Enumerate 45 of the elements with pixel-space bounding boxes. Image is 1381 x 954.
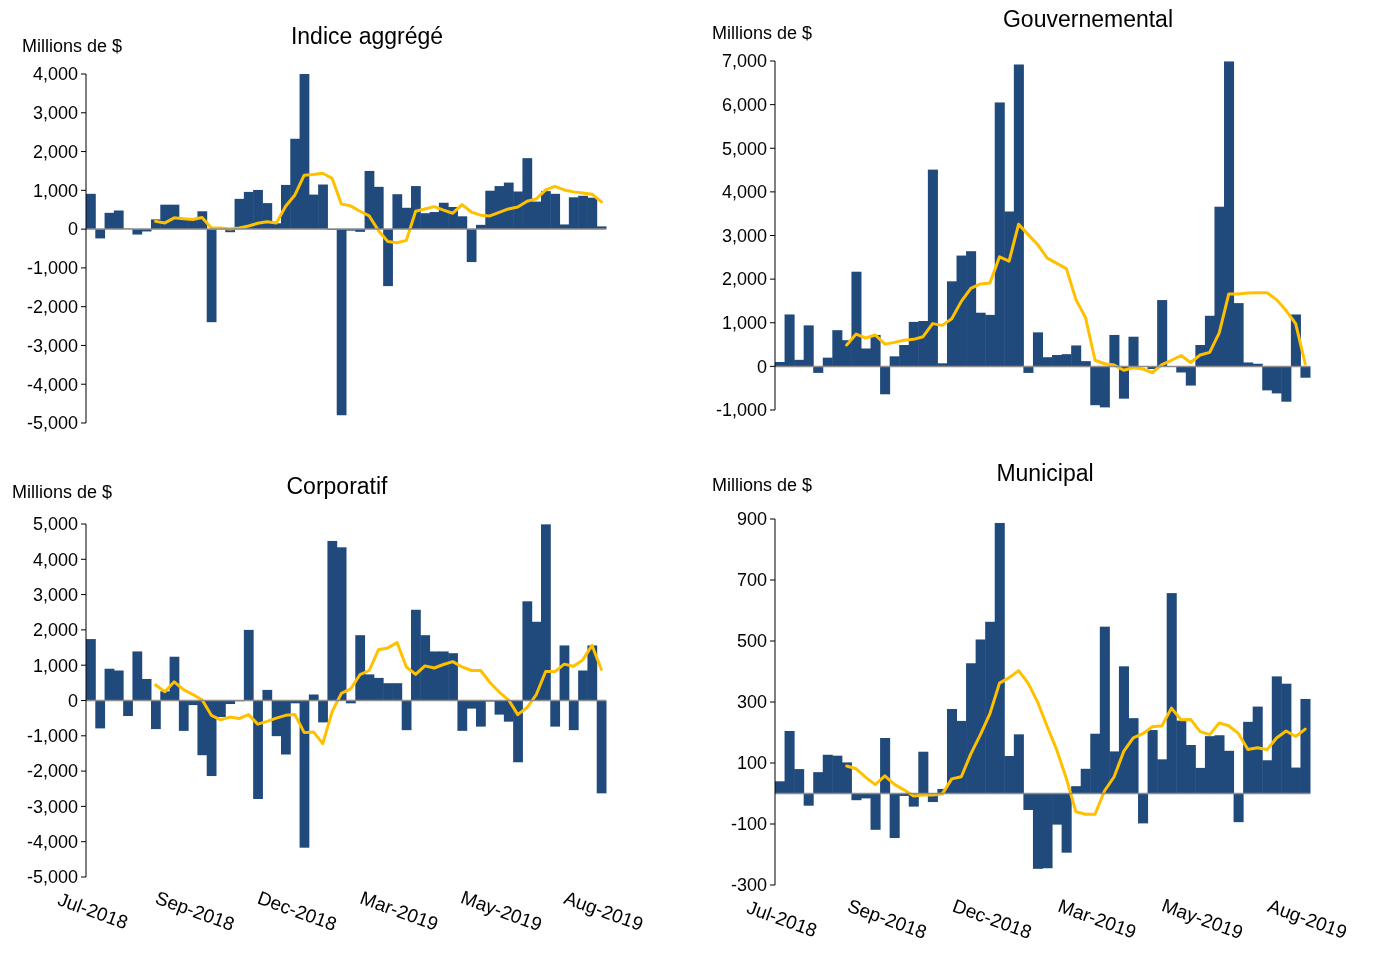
y-tick-label: -5,000 xyxy=(26,413,78,434)
y-tick-label: -1,000 xyxy=(26,726,78,747)
y-tick-label: -4,000 xyxy=(26,832,78,852)
y-tick-label: 500 xyxy=(736,631,767,652)
y-tick-label: 900 xyxy=(736,509,767,530)
y-axis-title: Millions de $ xyxy=(12,482,113,502)
y-tick-label: 700 xyxy=(736,570,767,591)
y-tick-label: -1,000 xyxy=(26,258,78,279)
y-tick-label: 7,000 xyxy=(721,51,767,72)
y-tick-label: -100 xyxy=(730,814,767,835)
y-tick-label: 0 xyxy=(756,356,767,377)
y-tick-label: 300 xyxy=(736,692,767,713)
y-tick-label: -300 xyxy=(730,875,767,896)
y-axis-title: Millions de $ xyxy=(22,36,123,56)
y-tick-label: 5,000 xyxy=(32,514,78,535)
y-tick-label: 100 xyxy=(736,753,767,774)
y-tick-label: 2,000 xyxy=(32,620,78,641)
y-tick-label: 1,000 xyxy=(721,313,767,334)
y-tick-label: 2,000 xyxy=(721,269,767,290)
y-tick-label: 4,000 xyxy=(32,549,78,570)
y-tick-label: 4,000 xyxy=(32,64,78,85)
y-tick-label: -5,000 xyxy=(26,867,78,888)
y-tick-label: 5,000 xyxy=(721,138,767,159)
y-tick-label: -4,000 xyxy=(26,374,78,395)
y-tick-label: -2,000 xyxy=(26,296,78,317)
chart-title: Corporatif xyxy=(286,473,389,499)
y-tick-label: -1,000 xyxy=(715,400,767,421)
chart-title: Municipal xyxy=(996,460,1094,486)
chart-title: Gouvernemental xyxy=(1002,6,1174,32)
y-tick-label: -2,000 xyxy=(26,761,78,782)
y-tick-label: 2,000 xyxy=(32,141,78,162)
y-tick-label: 3,000 xyxy=(721,225,767,246)
y-tick-label: -3,000 xyxy=(26,796,78,817)
y-tick-label: 1,000 xyxy=(32,655,78,676)
y-tick-label: 4,000 xyxy=(721,182,767,203)
y-tick-label: 0 xyxy=(67,690,78,711)
y-tick-label: 3,000 xyxy=(32,103,78,124)
y-axis-title: Millions de $ xyxy=(712,23,813,43)
y-tick-label: 3,000 xyxy=(32,584,78,605)
y-tick-label: 6,000 xyxy=(721,94,767,115)
chart-title: Indice aggrégé xyxy=(290,23,444,49)
y-tick-label: -3,000 xyxy=(26,335,78,356)
y-tick-label: 1,000 xyxy=(32,180,78,201)
y-axis-title: Millions de $ xyxy=(712,475,813,495)
y-tick-label: 0 xyxy=(67,219,78,240)
